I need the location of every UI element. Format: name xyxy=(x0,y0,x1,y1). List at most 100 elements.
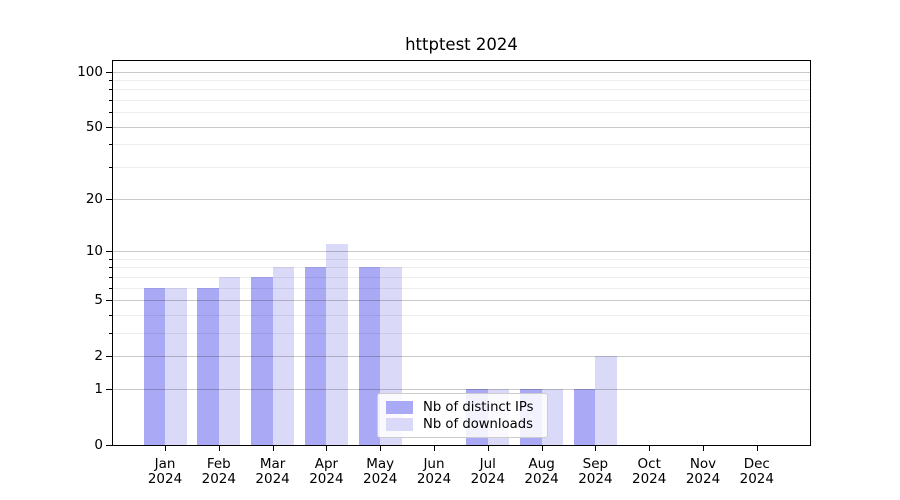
x-tick-month: Jul xyxy=(479,456,496,472)
x-tick-label: Jul 2024 xyxy=(452,457,524,486)
bar-distinct-ips-may xyxy=(358,267,381,445)
x-tick-label: May 2024 xyxy=(344,457,416,486)
x-axis-tick xyxy=(756,446,758,451)
gridline-minor xyxy=(113,314,810,316)
bar-distinct-ips-apr xyxy=(304,267,327,445)
x-axis-tick xyxy=(595,446,597,451)
y-axis-minor-tick xyxy=(109,144,113,146)
y-tick-label: 100 xyxy=(77,63,103,80)
y-tick-label: 20 xyxy=(85,190,103,207)
x-tick-label: Apr 2024 xyxy=(290,457,362,486)
y-axis-minor-tick xyxy=(109,89,113,91)
x-axis-tick xyxy=(649,446,651,451)
gridline-major xyxy=(113,126,810,128)
x-tick-year: 2024 xyxy=(309,470,344,487)
y-axis-tick xyxy=(106,250,113,252)
bar-distinct-ips-sep xyxy=(573,388,596,445)
legend-swatch-distinct-ips-icon xyxy=(386,400,413,414)
y-axis-minor-tick xyxy=(109,167,113,169)
gridline-major xyxy=(113,198,810,200)
legend-item-distinct-ips: Nb of distinct IPs xyxy=(386,399,539,415)
x-tick-year: 2024 xyxy=(739,470,774,487)
x-tick-month: Oct xyxy=(637,456,661,472)
legend-swatch-downloads-icon xyxy=(386,417,413,431)
bar-downloads-feb xyxy=(218,276,241,445)
x-tick-month: Dec xyxy=(743,456,770,472)
y-axis-tick xyxy=(106,356,113,358)
y-axis-minor-tick xyxy=(109,287,113,289)
gridline-major xyxy=(113,299,810,301)
gridline-minor xyxy=(113,144,810,146)
y-axis-minor-tick xyxy=(109,267,113,269)
x-tick-year: 2024 xyxy=(685,470,721,487)
x-tick-month: Apr xyxy=(314,456,339,472)
x-tick-label: Aug 2024 xyxy=(506,457,578,486)
x-axis-tick xyxy=(487,446,489,451)
gridline-minor xyxy=(113,89,810,91)
x-tick-label: Feb 2024 xyxy=(183,457,255,486)
y-axis-tick xyxy=(106,126,113,128)
x-tick-label: Dec 2024 xyxy=(721,457,793,486)
y-tick-label: 10 xyxy=(85,242,103,259)
y-axis-tick xyxy=(106,198,113,200)
chart-title: httptest 2024 xyxy=(405,35,518,54)
x-tick-month: Jun xyxy=(423,456,445,472)
x-tick-month: Sep xyxy=(582,456,609,472)
y-axis-minor-tick xyxy=(109,332,113,334)
gridline-minor xyxy=(113,276,810,278)
gridline-minor xyxy=(113,258,810,260)
x-tick-label: Jun 2024 xyxy=(398,457,470,486)
x-tick-year: 2024 xyxy=(363,470,398,487)
plot-area xyxy=(112,60,811,446)
gridline-major xyxy=(113,356,810,358)
x-tick-label: Oct 2024 xyxy=(613,457,685,486)
x-tick-year: 2024 xyxy=(201,470,236,487)
x-tick-year: 2024 xyxy=(632,470,667,487)
gridline-minor xyxy=(113,112,810,114)
y-axis-minor-tick xyxy=(109,276,113,278)
x-axis-tick xyxy=(434,446,435,451)
x-axis-tick xyxy=(165,446,166,451)
x-tick-month: May xyxy=(366,456,395,472)
x-tick-label: Jan 2024 xyxy=(129,457,201,486)
x-tick-year: 2024 xyxy=(416,470,452,487)
x-tick-month: Jan xyxy=(154,456,176,472)
bar-downloads-apr xyxy=(326,243,348,445)
x-axis-tick xyxy=(326,446,328,451)
x-tick-month: Mar xyxy=(259,456,286,472)
x-axis-tick xyxy=(703,446,704,451)
bar-distinct-ips-mar xyxy=(251,276,273,445)
x-tick-year: 2024 xyxy=(470,470,505,487)
legend: Nb of distinct IPs Nb of downloads xyxy=(377,393,548,438)
y-axis-minor-tick xyxy=(109,100,113,102)
gridline-minor xyxy=(113,167,810,169)
x-tick-month: Nov xyxy=(689,456,717,472)
x-axis-tick xyxy=(272,446,274,451)
y-axis-tick xyxy=(106,445,113,446)
gridline-minor xyxy=(113,332,810,334)
y-tick-label: 1 xyxy=(94,380,103,397)
gridline-major xyxy=(113,388,810,390)
legend-label-downloads: Nb of downloads xyxy=(423,416,533,432)
x-axis-tick xyxy=(541,446,543,451)
gridline-major xyxy=(113,250,810,252)
y-axis-minor-tick xyxy=(109,79,113,81)
legend-item-downloads: Nb of downloads xyxy=(386,416,539,432)
x-tick-year: 2024 xyxy=(578,470,613,487)
y-axis-minor-tick xyxy=(109,314,113,316)
x-tick-year: 2024 xyxy=(147,470,183,487)
bar-downloads-mar xyxy=(272,267,295,445)
gridline-major xyxy=(113,71,810,73)
gridline-minor xyxy=(113,79,810,81)
gridline-minor xyxy=(113,100,810,102)
y-tick-label: 5 xyxy=(94,291,103,308)
x-tick-label: Nov 2024 xyxy=(667,457,739,486)
x-tick-year: 2024 xyxy=(524,470,559,487)
y-tick-label: 2 xyxy=(94,348,103,365)
bar-distinct-ips-jan xyxy=(143,287,165,445)
y-axis-minor-tick xyxy=(109,112,113,114)
gridline-minor xyxy=(113,267,810,269)
y-axis-tick xyxy=(106,71,113,73)
y-axis-tick xyxy=(106,388,113,390)
